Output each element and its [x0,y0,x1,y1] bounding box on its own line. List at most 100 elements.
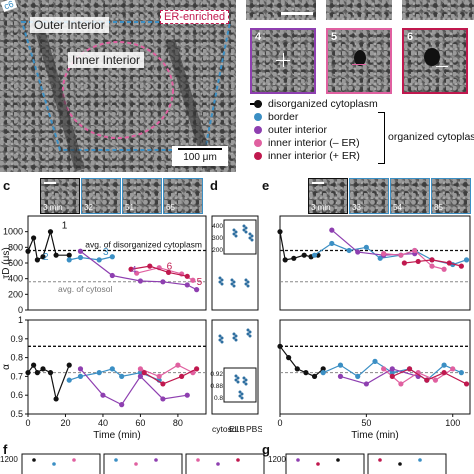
series-line [27,363,70,402]
panel-b-top-strip-1 [246,0,316,20]
data-point [432,377,439,383]
outer-interior-label: Outer Interior [30,17,109,33]
tile-6: 6 [402,28,468,94]
legend-item-inner-no-er: inner interior (– ER) [250,137,474,150]
series-line [136,267,194,281]
y-axis-label: τD (μs) [1,247,12,278]
x-tick-label: 0 [25,418,30,428]
data-point [96,257,102,263]
y-tick-label: 0.6 [10,390,23,400]
scale-bar [281,12,313,15]
scale-bar [312,182,324,184]
data-point [220,336,224,340]
inset-tick-label: 400 [212,223,223,230]
chart-e-tau [277,215,471,311]
series-line [279,345,324,378]
data-point [137,278,144,284]
dark-blob [424,48,440,66]
data-point [194,366,200,372]
data-point [244,378,248,382]
data-point [320,370,326,376]
data-point [137,373,144,379]
data-point [381,366,387,372]
data-point [160,381,166,387]
series-line [143,368,197,385]
y-tick-label: 400 [8,274,23,284]
y-tick-label: 1 [18,316,23,325]
data-point [458,263,464,269]
data-point [47,229,54,235]
data-point [248,334,252,338]
frame-number-annotation: 6 [167,261,173,272]
y-tick-label: 0.5 [10,409,23,419]
frame-number-annotation: 4 [131,265,137,276]
data-point [141,370,147,376]
crosshair-icon [436,66,448,67]
data-point [114,458,118,462]
data-point [234,374,238,378]
data-point [294,366,300,372]
x-tick-label: 20 [60,418,70,428]
data-point [230,278,234,282]
data-point [218,280,222,284]
data-point [248,330,252,334]
data-point [134,462,138,466]
subplot-frame [103,453,183,474]
tile-5-label: 5 [331,31,338,43]
scale-bar [44,182,56,184]
data-point [216,462,220,466]
data-point [137,370,144,376]
data-point [450,366,456,372]
data-point [154,458,158,462]
y-tick-label: 0.8 [10,353,23,363]
subplot-frame [285,453,365,474]
data-point [220,282,224,286]
frame-time: 3 min [43,203,63,212]
legend-marker [254,139,262,148]
series-line [130,265,188,277]
chart-c-tau: avg. of disorganized cytoplasm avg. of cy… [1,215,207,315]
data-point [40,366,46,372]
plot-frame [279,319,471,415]
data-point [381,251,387,257]
x-tick-label: 100 [445,418,460,428]
tile-6-label: 6 [407,31,414,43]
legend-item-border: border [250,111,474,124]
data-point [277,229,283,235]
panel-g-letter: g [262,442,270,457]
x-axis-label: Time (min) [351,430,398,441]
data-point [66,377,72,383]
data-point [246,284,250,288]
data-point [32,458,36,462]
data-point [25,248,31,254]
data-point [47,370,54,376]
data-point [218,276,222,280]
data-point [418,458,422,462]
chart-c-alpha: 0.5 0.6 0.7 0.8 0.9 1 0 20 40 60 80 Time (min) α [1,316,207,441]
x-tick-label: 0 [277,418,282,428]
data-point [66,252,72,258]
subplot-frame [185,453,265,474]
legend-label: inner interior (+ ER) [268,150,360,162]
series-line [140,364,194,378]
panel-b-top-strip-2 [326,0,392,20]
panel-b-top-strip-3 [402,0,474,20]
data-point [128,266,134,272]
crosshair-icon-v [283,53,284,67]
data-point [184,282,190,288]
y-tick-label: 200 [8,289,23,299]
frame-time: 54 [393,203,402,212]
data-point [424,377,430,383]
data-point [329,227,335,233]
frame-number-annotation: 2 [43,252,49,263]
data-point [137,366,144,372]
legend-marker [254,126,262,135]
legend-marker [254,113,262,122]
data-point [355,373,361,379]
data-point [234,378,238,382]
data-point [66,362,72,368]
frame-2: 32 [81,178,121,214]
data-point [234,230,238,234]
data-point [53,396,59,402]
data-point [246,280,250,284]
